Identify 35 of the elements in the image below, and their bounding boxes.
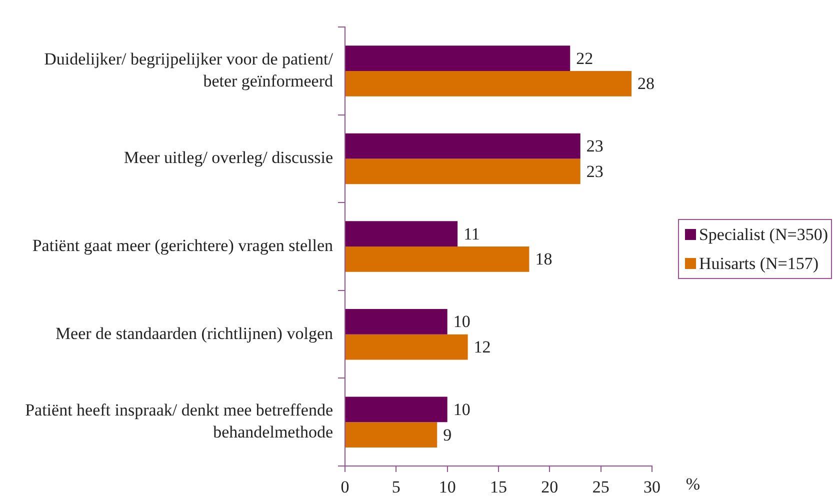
- y-tick-label: Meer uitleg/ overleg/ discussie: [124, 148, 333, 168]
- x-tick-label: 15: [490, 478, 507, 497]
- y-tick-label: Patiënt gaat meer (gerichtere) vragen stellen: [32, 236, 334, 256]
- bar: [346, 422, 438, 448]
- bar: [346, 133, 580, 159]
- x-tick-label: 20: [541, 478, 558, 497]
- legend-label: Huisarts (N=157): [698, 254, 819, 274]
- x-axis-title: %: [686, 474, 700, 494]
- x-tick-label: 10: [438, 478, 456, 497]
- x-tick-label: 25: [592, 478, 610, 497]
- bar: [346, 396, 448, 422]
- bar: [346, 246, 530, 272]
- bar: [346, 308, 448, 334]
- x-tick-label: 0: [340, 478, 350, 497]
- data-label: 28: [638, 74, 655, 94]
- data-label: 22: [576, 48, 594, 68]
- data-label: 23: [586, 136, 604, 156]
- legend-label: Specialist (N=350): [698, 224, 828, 244]
- data-label: 9: [443, 425, 452, 444]
- x-tick-label: 30: [644, 478, 660, 497]
- bar: [346, 334, 468, 360]
- y-tick-label: Meer de standaarden (richtlijnen) volgen: [55, 324, 334, 343]
- y-tick-label: Patiënt heeft inspraak/ denkt mee betreffende behandelmethode: [25, 400, 333, 442]
- bar: [346, 70, 632, 96]
- x-tick-label: 5: [392, 478, 400, 497]
- data-label: 10: [453, 400, 470, 419]
- data-label: 18: [535, 250, 552, 269]
- data-label: 11: [464, 224, 480, 244]
- bar: [346, 46, 570, 71]
- data-label: 12: [474, 337, 491, 356]
- y-tick-label: Duidelijker/ begrijpelijker voor de patient/ beter geïnformeerd: [44, 49, 334, 91]
- bar: [346, 158, 580, 184]
- data-label: 10: [453, 312, 470, 332]
- bar: [346, 221, 458, 247]
- data-label: 23: [586, 162, 604, 181]
